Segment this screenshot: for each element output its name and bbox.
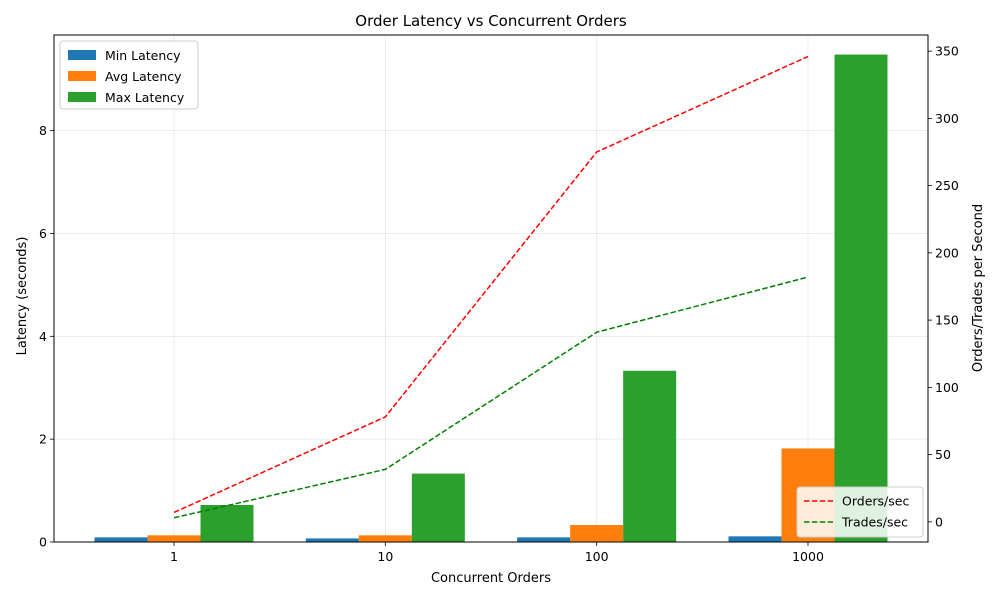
chart-title: Order Latency vs Concurrent Orders [355,12,627,30]
bar-max-latency-1000 [834,54,888,543]
y2-tick-label: 150 [935,313,959,328]
bar-avg-latency-100 [570,525,624,542]
x-tick-label: 1 [170,549,178,564]
legend-label: Avg Latency [105,69,182,84]
y2-tick-label: 100 [935,380,959,395]
plot-frame [53,34,929,543]
legend-swatch [68,71,96,81]
y2-axis-title: Orders/Trades per Second [971,204,986,372]
bar-layer [94,54,888,543]
legend-lines: Orders/sec Trades/sec [796,486,924,538]
y2-tick-label: 0 [935,514,943,529]
y2-tick-label: 300 [935,111,959,126]
bar-avg-latency-1 [147,535,201,542]
y-tick-label: 2 [39,432,47,447]
bar-min-latency-1000 [728,536,782,542]
y2-tick-label: 350 [935,44,959,59]
line-trades-sec [173,276,809,519]
x-tick-label: 100 [585,549,609,564]
legend-swatch [68,92,96,102]
axes: 0 2 4 6 8 1 10 100 1000 0 50 100 150 200 250 300 350 [39,44,959,564]
y2-tick-label: 50 [935,447,951,462]
x-tick-label: 1000 [792,549,824,564]
bar-min-latency-100 [517,537,571,542]
line-layer [173,55,809,519]
legend-label: Min Latency [105,48,181,63]
y-tick-label: 6 [39,226,47,241]
line-orders-sec [173,55,809,514]
legend-swatch [68,50,96,60]
y2-tick-label: 200 [935,245,959,260]
x-axis-title: Concurrent Orders [431,571,551,586]
legend-label: Max Latency [105,90,185,105]
y2-tick-label: 250 [935,178,959,193]
legend-bars: Min Latency Avg Latency Max Latency [59,40,199,110]
legend-lines-box [796,486,924,538]
y-tick-label: 4 [39,329,47,344]
legend-label: Orders/sec [842,494,909,509]
grid [54,35,928,543]
bar-avg-latency-10 [358,535,412,542]
y-tick-label: 8 [39,123,47,138]
bar-max-latency-100 [623,370,677,542]
bar-min-latency-10 [305,538,359,542]
legend-label: Trades/sec [841,515,908,530]
y-axis-title: Latency (seconds) [15,237,30,356]
x-tick-label: 10 [377,549,393,564]
bar-max-latency-10 [411,473,465,542]
bar-max-latency-1 [200,504,254,542]
bar-min-latency-1 [94,537,148,542]
y-tick-label: 0 [39,535,47,550]
